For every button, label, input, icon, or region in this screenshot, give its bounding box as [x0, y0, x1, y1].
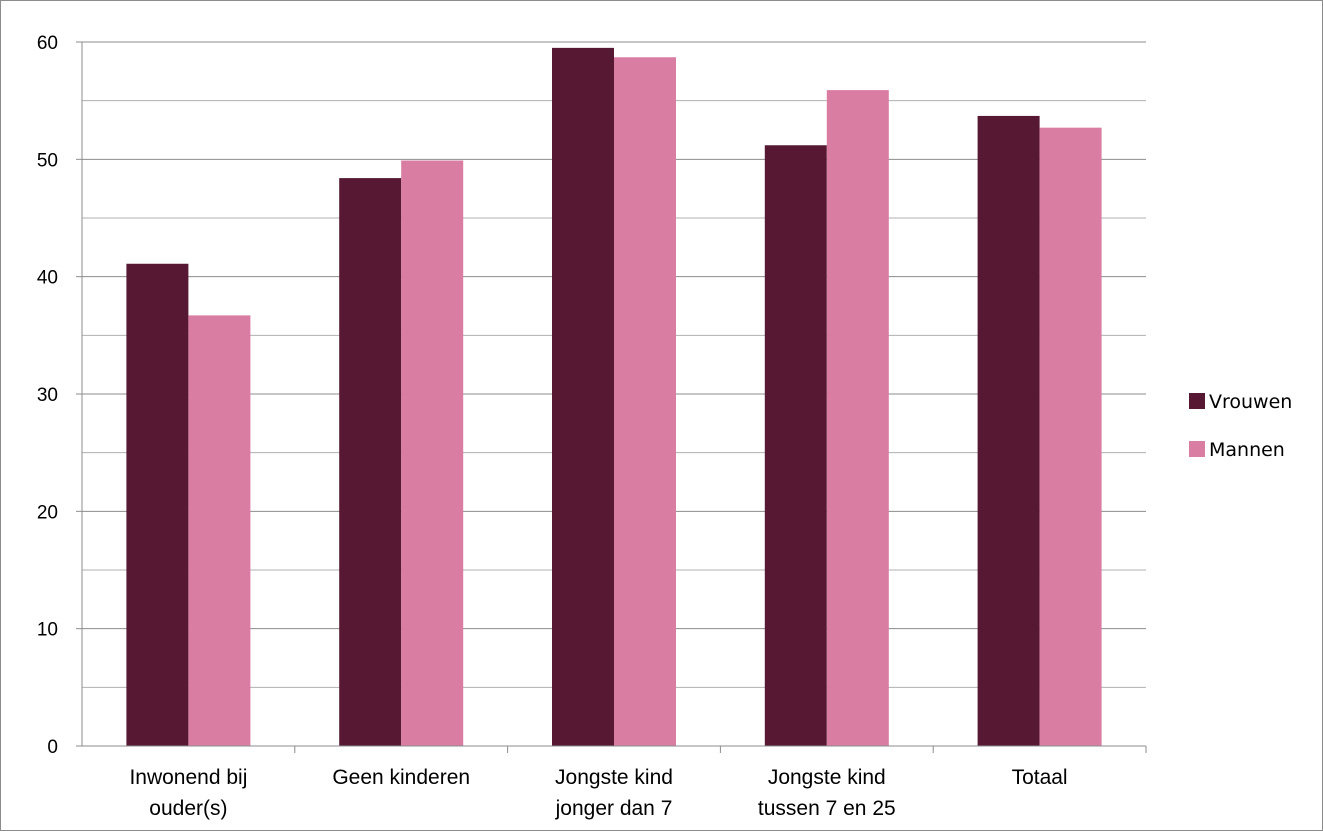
axes	[76, 41, 1147, 753]
x-tick-label: tussen 7 en 25	[758, 797, 896, 820]
bar-vrouwen	[552, 47, 614, 747]
x-tick-label: Totaal	[1012, 766, 1068, 789]
bar-vrouwen	[339, 178, 402, 746]
x-tick-label: Jongste kind	[555, 766, 673, 789]
y-tick-labels: 0 10 20 30 40 50 60	[37, 33, 58, 758]
x-tick-label: Jongste kind	[768, 766, 886, 789]
bars	[126, 47, 1102, 747]
x-tick-label: Inwonend bij	[129, 766, 247, 789]
x-tick-label: Geen kinderen	[332, 766, 470, 789]
bar-mannen	[401, 160, 464, 747]
legend-swatch-vrouwen	[1189, 393, 1205, 409]
bar-mannen	[614, 57, 676, 746]
bar-mannen	[1039, 127, 1102, 747]
legend: Vrouwen Mannen	[1189, 391, 1292, 461]
y-tick-label: 50	[37, 150, 58, 171]
legend-swatch-mannen	[1189, 441, 1205, 457]
x-tick-labels: Inwonend bij ouder(s) Geen kinderen Jongste…	[129, 766, 1067, 820]
y-tick-label: 30	[37, 385, 58, 406]
y-tick-label: 20	[37, 502, 58, 523]
legend-label-mannen: Mannen	[1209, 439, 1285, 461]
y-tick-label: 0	[47, 737, 58, 758]
bar-mannen	[826, 90, 889, 746]
y-tick-label: 10	[37, 620, 58, 641]
bar-vrouwen	[977, 115, 1040, 747]
bar-vrouwen	[764, 145, 827, 747]
bar-vrouwen	[126, 263, 189, 746]
y-tick-label: 40	[37, 268, 58, 289]
x-tick-label: jonger dan 7	[555, 797, 673, 820]
bar-mannen	[188, 315, 251, 746]
legend-label-vrouwen: Vrouwen	[1209, 391, 1292, 413]
x-tick-label: ouder(s)	[149, 797, 227, 820]
y-tick-label: 60	[37, 33, 58, 54]
